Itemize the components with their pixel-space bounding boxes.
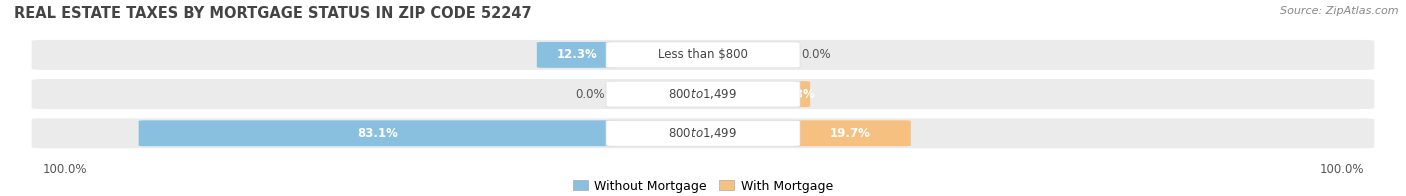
Text: Source: ZipAtlas.com: Source: ZipAtlas.com (1281, 6, 1399, 16)
FancyBboxPatch shape (31, 118, 1375, 149)
Text: 0.0%: 0.0% (801, 48, 831, 61)
Text: 19.7%: 19.7% (830, 127, 870, 140)
Text: 1.8%: 1.8% (783, 88, 815, 101)
Text: 0.0%: 0.0% (575, 88, 605, 101)
FancyBboxPatch shape (31, 39, 1375, 71)
Text: $800 to $1,499: $800 to $1,499 (668, 126, 738, 140)
Text: REAL ESTATE TAXES BY MORTGAGE STATUS IN ZIP CODE 52247: REAL ESTATE TAXES BY MORTGAGE STATUS IN … (14, 6, 531, 21)
FancyBboxPatch shape (789, 120, 911, 146)
FancyBboxPatch shape (606, 81, 800, 107)
FancyBboxPatch shape (31, 78, 1375, 110)
FancyBboxPatch shape (537, 42, 617, 68)
Text: 100.0%: 100.0% (42, 163, 87, 176)
Text: 83.1%: 83.1% (357, 127, 398, 140)
Text: 100.0%: 100.0% (1319, 163, 1364, 176)
FancyBboxPatch shape (606, 120, 800, 146)
FancyBboxPatch shape (606, 42, 800, 68)
Text: 12.3%: 12.3% (557, 48, 598, 61)
FancyBboxPatch shape (139, 120, 617, 146)
Text: Less than $800: Less than $800 (658, 48, 748, 61)
Legend: Without Mortgage, With Mortgage: Without Mortgage, With Mortgage (568, 175, 838, 196)
Text: $800 to $1,499: $800 to $1,499 (668, 87, 738, 101)
FancyBboxPatch shape (789, 81, 810, 107)
